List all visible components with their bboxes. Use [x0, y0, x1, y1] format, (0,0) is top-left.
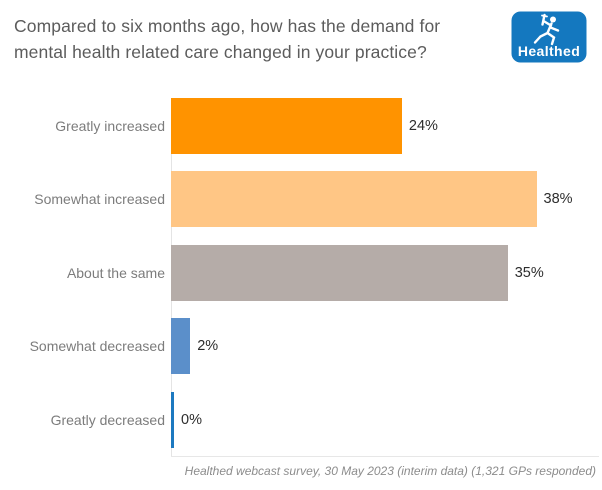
bar-somewhat-increased[interactable]	[171, 171, 537, 228]
bar-row: Greatly increased 24%	[0, 89, 602, 163]
value-label: 0%	[181, 411, 202, 428]
value-label: 35%	[514, 264, 544, 281]
category-label: Greatly decreased	[50, 411, 165, 428]
bar-area: 24%	[171, 97, 602, 154]
bar-row: About the same 35%	[0, 236, 602, 310]
chart-title-line2: mental health related care changed in yo…	[14, 42, 427, 62]
bar-about-the-same[interactable]	[171, 244, 508, 301]
source-note: Healthed webcast survey, 30 May 2023 (in…	[184, 464, 596, 478]
runner-caduceus-icon	[533, 13, 560, 46]
bar-row: Somewhat decreased 2%	[0, 310, 602, 384]
bar-row: Greatly decreased 0%	[0, 383, 602, 457]
value-label: 24%	[408, 117, 438, 134]
category-label: Somewhat increased	[34, 191, 165, 208]
bar-area: 2%	[171, 318, 602, 375]
value-label: 2%	[197, 338, 219, 355]
logo-text: Healthed	[518, 43, 580, 59]
healthed-logo-image: Healthed	[511, 11, 587, 63]
bar-greatly-increased[interactable]	[171, 97, 402, 154]
bar-somewhat-decreased[interactable]	[171, 318, 191, 375]
bar-rows: Greatly increased 24% Somewhat increased…	[0, 89, 602, 457]
x-axis-line	[171, 456, 599, 457]
bar-area: 0%	[171, 391, 602, 448]
healthed-logo: Healthed	[511, 11, 587, 63]
chart-title-line1: Compared to six months ago, how has the …	[14, 16, 441, 36]
bar-row: Somewhat increased 38%	[0, 163, 602, 237]
logo-background	[511, 11, 587, 63]
chart-title: Compared to six months ago, how has the …	[14, 13, 504, 65]
bar-greatly-decreased[interactable]	[171, 391, 174, 448]
category-label: Somewhat decreased	[29, 338, 165, 355]
bar-area: 35%	[171, 244, 602, 301]
category-label: Greatly increased	[55, 117, 165, 134]
bar-area: 38%	[171, 171, 602, 228]
category-label: About the same	[66, 264, 165, 281]
value-label: 38%	[543, 191, 573, 208]
